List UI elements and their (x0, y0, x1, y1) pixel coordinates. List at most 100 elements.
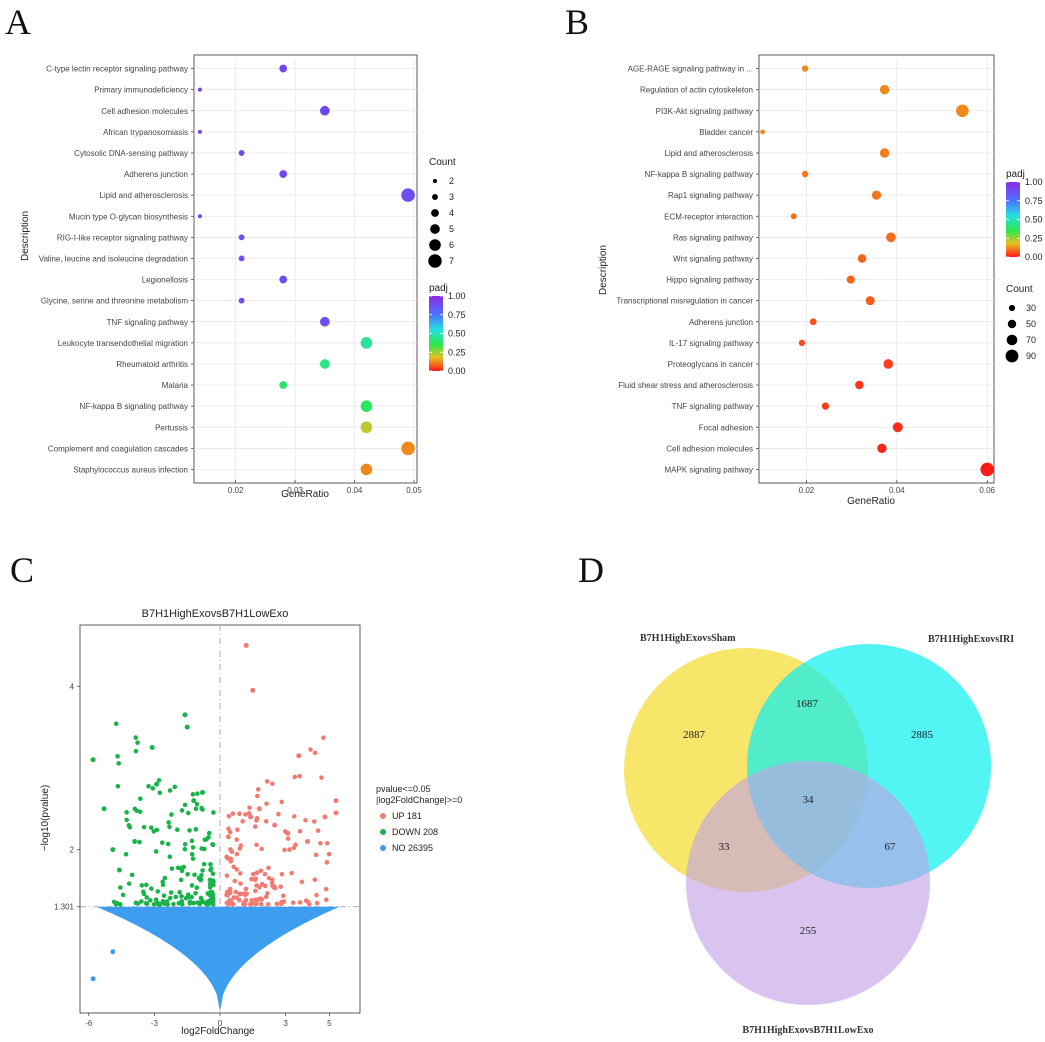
down-point (143, 882, 149, 888)
up-point (324, 860, 330, 865)
down-point (182, 846, 188, 852)
x-tick-label: 0.03 (287, 486, 303, 495)
down-point (208, 866, 214, 872)
down-point (168, 890, 174, 895)
data-point (886, 232, 896, 243)
up-point (248, 902, 253, 907)
up-point (226, 826, 231, 831)
count-legend-title: Count (1006, 284, 1033, 295)
down-point (206, 830, 212, 836)
panel-c-non-significant-cloud (88, 906, 347, 1012)
down-point (199, 872, 204, 878)
y-tick-label: African trypanosomiasis (103, 128, 188, 137)
down-point (179, 902, 185, 907)
y-tick-label: Fluid shear stress and atherosclerosis (618, 381, 753, 390)
y-tick-label: Hippo signaling pathway (666, 276, 753, 285)
data-point (360, 400, 373, 412)
up-point (303, 898, 309, 904)
x-tick-label: 0.04 (347, 486, 363, 495)
data-point (197, 129, 202, 134)
panel-a-ylabel: Description (20, 211, 31, 261)
up-point (297, 828, 303, 834)
padj-legend-label: 0.50 (1025, 215, 1043, 225)
legend-label-down: DOWN 208 (392, 827, 438, 837)
up-point (259, 881, 265, 887)
down-point (120, 892, 126, 898)
panel-a-xlabel: GeneRatio (281, 489, 329, 500)
up-point (312, 819, 317, 824)
padj-legend-title: padj (1006, 169, 1025, 180)
panel-label-b: B (565, 2, 589, 42)
down-point (149, 745, 155, 751)
data-point (319, 359, 330, 369)
panel-c-legend-title-2: |log2FoldChange|>=0 (376, 795, 462, 805)
up-point (333, 810, 339, 816)
up-point (242, 892, 248, 898)
down-point (116, 761, 121, 766)
y-tick-label: AGE-RAGE signaling pathway in ... (628, 65, 753, 74)
up-point (248, 814, 254, 820)
up-point (305, 838, 310, 844)
down-point (153, 849, 159, 854)
up-point (281, 899, 287, 904)
y-tick-label: Valine, leucine and isoleucine degradati… (39, 254, 188, 263)
y-tick-label: Cytosolic DNA-sensing pathway (74, 149, 188, 158)
up-point (232, 878, 238, 884)
up-point (323, 897, 329, 903)
panel-label-a: A (5, 2, 31, 42)
data-point (238, 150, 245, 156)
down-point (195, 900, 200, 905)
count-legend-label: 50 (1026, 319, 1036, 329)
up-point (249, 876, 254, 882)
up-point (228, 859, 234, 864)
panel-c-legend: pvalue<=0.05 |log2FoldChange|>=0 UP 181 … (376, 784, 462, 853)
up-point (250, 687, 256, 693)
y-tick-label: Primary immunodeficiency (94, 86, 188, 95)
down-point (129, 872, 135, 878)
up-point (324, 840, 330, 846)
venn-count-iri-lowexo: 67 (885, 841, 897, 853)
non-significant-region (88, 906, 347, 1012)
up-point (227, 829, 233, 835)
panel-a-dot-plot: C-type lectin receptor signaling pathway… (20, 54, 466, 500)
up-point (313, 852, 319, 858)
down-point (175, 827, 180, 833)
down-point (160, 898, 166, 904)
up-point (312, 750, 318, 756)
down-point (200, 789, 205, 795)
data-point (879, 84, 890, 95)
y-tick-label: ECM-receptor interaction (664, 212, 753, 221)
count-legend-label: 4 (449, 208, 454, 218)
down-point (194, 801, 200, 807)
up-point (326, 851, 332, 857)
up-point (231, 864, 236, 870)
panel-c-volcano-plot: B7H1HighExovsB7H1LowExo -6 -3 0 3 5 1.301 2 4 l… (40, 608, 462, 1037)
up-point (226, 834, 231, 839)
data-point (801, 65, 809, 72)
up-point (296, 753, 302, 759)
up-point (237, 891, 243, 897)
down-point (171, 901, 176, 907)
legend-dot-no (380, 845, 386, 851)
down-point (162, 875, 168, 881)
up-point (319, 775, 324, 780)
down-point (165, 841, 171, 847)
panel-c-title: B7H1HighExovsB7H1LowExo (142, 608, 289, 620)
count-legend-label: 6 (449, 240, 454, 250)
up-point (314, 900, 320, 906)
data-point (279, 381, 288, 389)
data-point (801, 170, 809, 178)
up-point (238, 881, 243, 886)
y-tick-label: 1.301 (54, 903, 75, 912)
down-point (187, 899, 193, 905)
venn-count-iri-only: 2885 (911, 729, 934, 741)
down-point (141, 824, 147, 830)
y-tick-label: Rap1 signaling pathway (668, 191, 753, 200)
venn-count-all-three: 34 (803, 794, 815, 806)
up-point (291, 845, 297, 851)
count-legend-label: 3 (449, 192, 454, 202)
down-point (182, 712, 188, 718)
down-point (135, 740, 140, 745)
down-point (157, 790, 163, 796)
up-point (272, 885, 278, 891)
